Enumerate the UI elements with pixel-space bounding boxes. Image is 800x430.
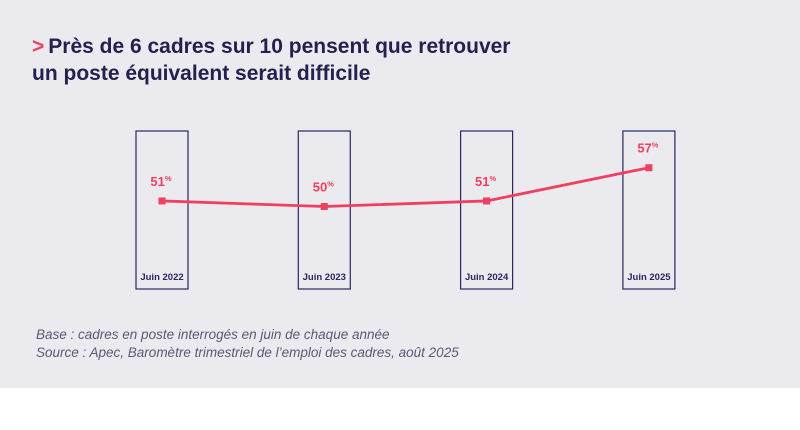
chart-notes: Base : cadres en poste interrogés en jui… bbox=[36, 326, 459, 362]
chart-title: > Près de 6 cadres sur 10 pensent que ret… bbox=[32, 33, 732, 87]
data-label: 51% bbox=[150, 174, 171, 189]
x-tick-label: Juin 2023 bbox=[303, 272, 346, 283]
base-note: Base : cadres en poste interrogés en jui… bbox=[36, 327, 390, 342]
data-label: 51% bbox=[475, 174, 496, 189]
chart-panel bbox=[0, 0, 800, 388]
data-point bbox=[320, 203, 328, 210]
year-frame bbox=[135, 130, 189, 290]
title-line-2: un poste équivalent serait difficile bbox=[32, 62, 371, 85]
data-point bbox=[645, 164, 653, 172]
data-point bbox=[483, 197, 491, 205]
data-label: 50% bbox=[313, 180, 334, 195]
source-note: Source : Apec, Baromètre trimestriel de … bbox=[36, 345, 459, 360]
data-label: 57% bbox=[637, 141, 658, 156]
x-tick-label: Juin 2022 bbox=[140, 272, 183, 283]
x-tick-label: Juin 2024 bbox=[465, 272, 509, 283]
year-frame bbox=[460, 130, 514, 290]
line-chart: Juin 2022 Juin 2023 Juin 2024 Juin 2025 51% 5… bbox=[135, 130, 676, 290]
year-frame bbox=[622, 130, 676, 290]
data-point bbox=[158, 197, 166, 205]
x-tick-label: Juin 2025 bbox=[627, 272, 671, 283]
year-frame bbox=[297, 130, 351, 290]
title-line-1: Près de 6 cadres sur 10 pensent que retr… bbox=[48, 35, 511, 58]
title-arrow: > bbox=[32, 35, 45, 58]
series-line bbox=[161, 166, 650, 208]
